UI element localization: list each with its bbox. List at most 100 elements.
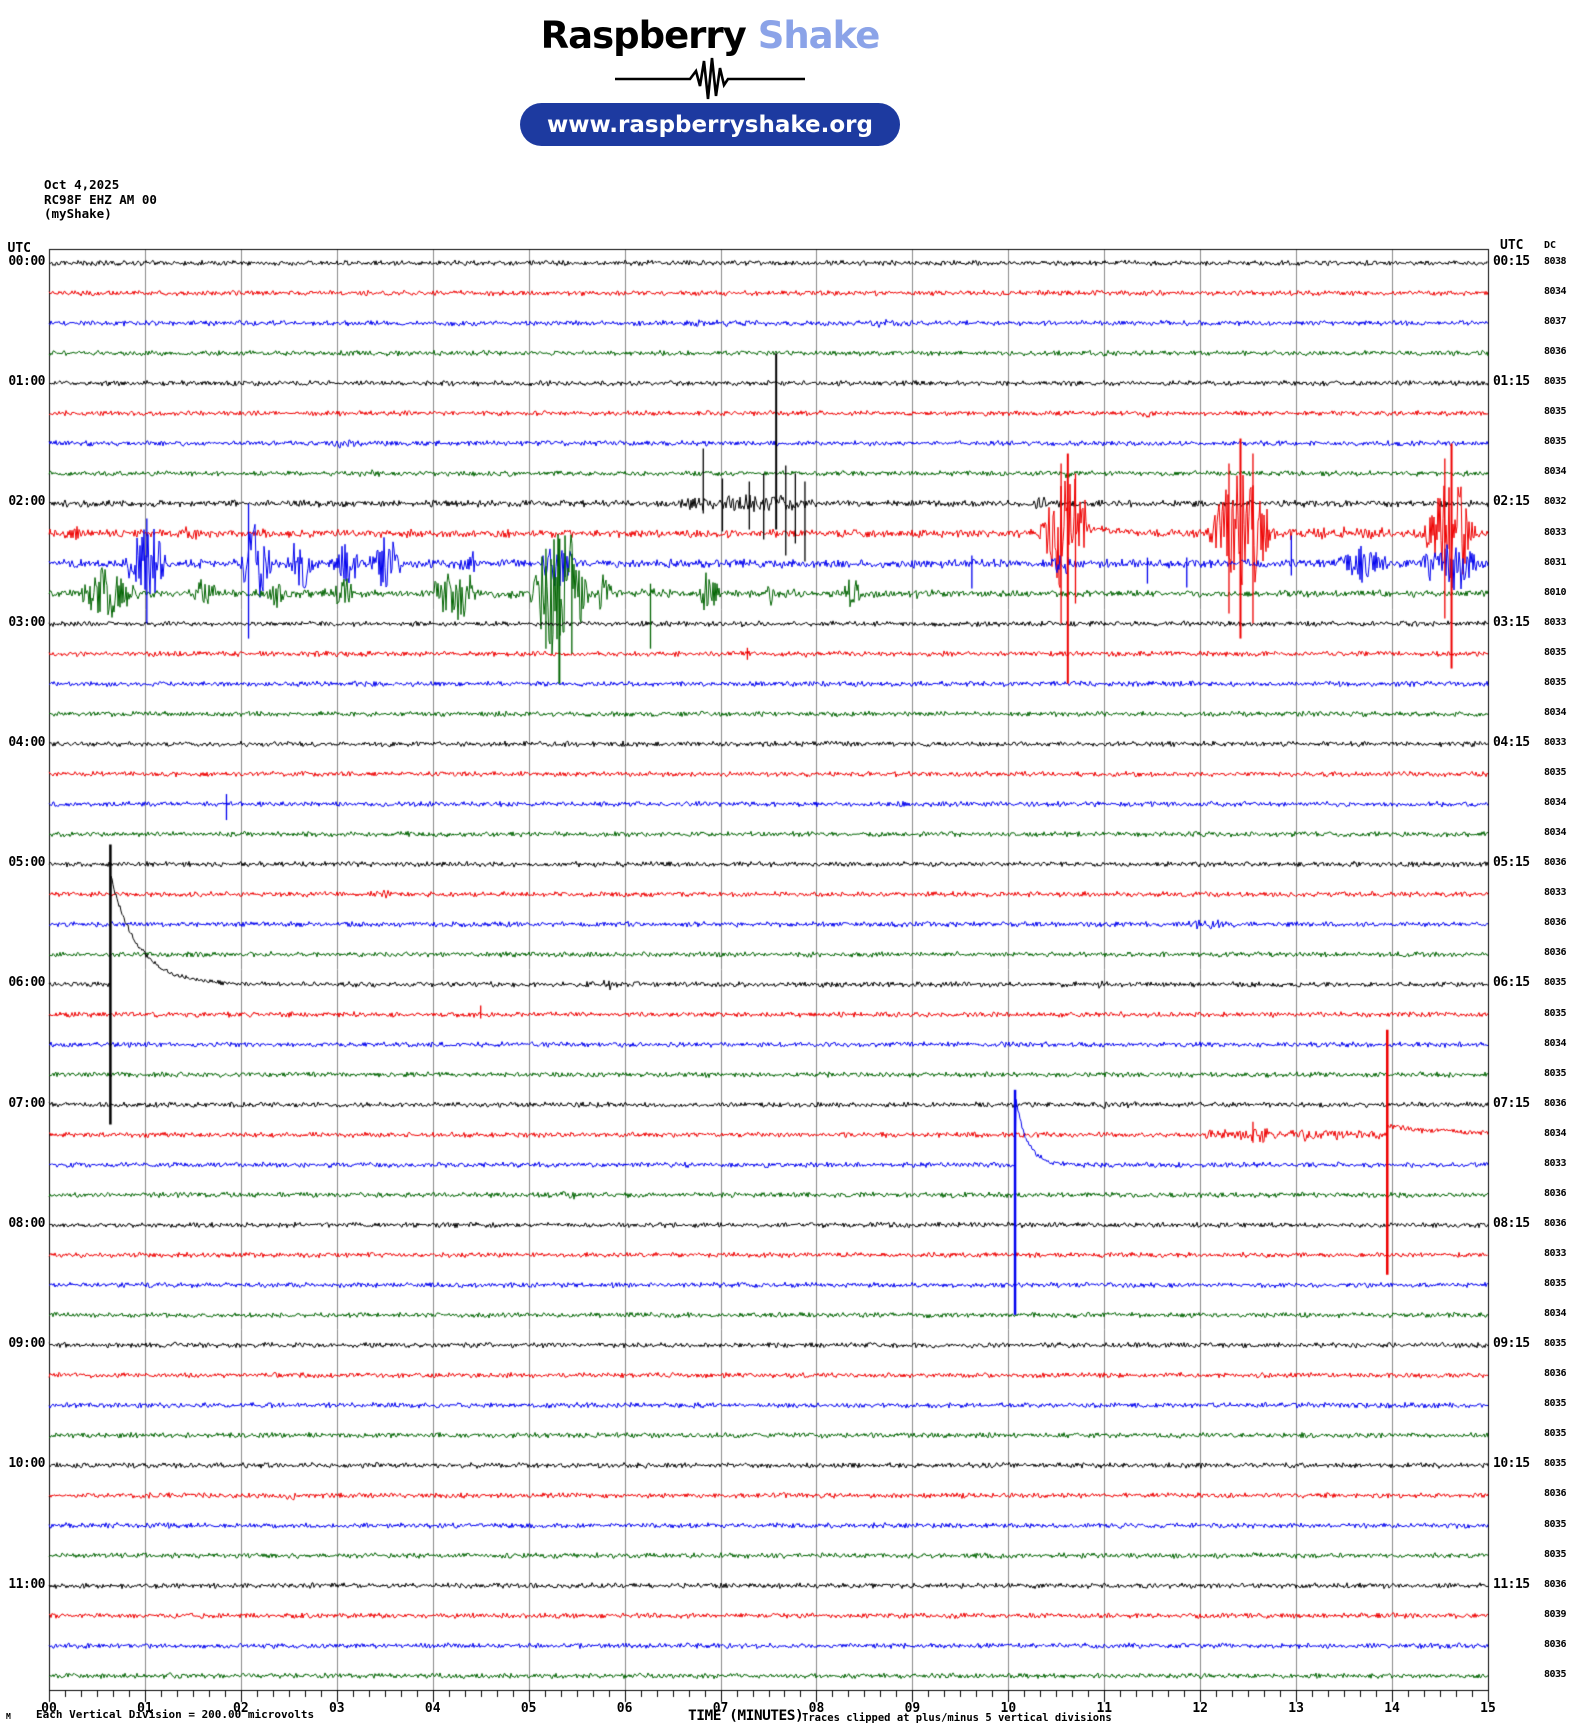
x-axis-tick-label: 11 — [1096, 1701, 1113, 1716]
dc-value: 8034 — [1544, 706, 1567, 718]
dc-value: 8034 — [1544, 286, 1567, 298]
dc-value: 8033 — [1544, 526, 1567, 538]
utc-label-right: UTC — [1500, 238, 1524, 253]
left-time-label: 07:00 — [8, 1095, 45, 1111]
dc-value: 8035 — [1544, 676, 1567, 688]
x-axis-tick-label: 01 — [137, 1701, 153, 1716]
left-time-label: 08:00 — [8, 1215, 45, 1231]
x-axis-tick-label: 14 — [1384, 1701, 1400, 1716]
dc-value: 8035 — [1544, 376, 1567, 388]
station-info: Oct 4,2025 RC98F EHZ AM 00 (myShake) — [44, 177, 157, 222]
dc-value: 8034 — [1544, 1127, 1567, 1139]
x-axis-tick-label: 03 — [328, 1701, 345, 1716]
x-axis-tick-label: 13 — [1288, 1701, 1304, 1716]
dc-value: 8036 — [1544, 1488, 1567, 1500]
left-time-label: 03:00 — [8, 614, 45, 630]
right-time-label: 00:15 — [1493, 254, 1530, 269]
x-axis-tick-label: 15 — [1480, 1701, 1496, 1716]
dc-value: 8036 — [1544, 947, 1567, 959]
dc-value: 8035 — [1544, 1428, 1567, 1440]
x-axis-tick-label: 04 — [424, 1701, 441, 1716]
right-time-label: 02:15 — [1493, 494, 1530, 510]
logo-primary: Raspberry — [540, 14, 747, 57]
dc-value: 8035 — [1544, 406, 1567, 418]
dc-value: 8034 — [1544, 1037, 1567, 1049]
dc-value: 8035 — [1544, 1067, 1567, 1079]
footer-mark: M — [6, 1712, 11, 1721]
vertical-scale-note: Each Vertical Division = 200.00 microvol… — [36, 1708, 315, 1721]
dc-value: 8036 — [1544, 1368, 1567, 1380]
left-time-label: 09:00 — [8, 1336, 45, 1352]
station-id: RC98F EHZ AM 00 — [44, 191, 157, 207]
station-network: (myShake) — [44, 206, 112, 221]
left-time-label: 02:00 — [8, 494, 45, 510]
logo-accent: Shake — [745, 14, 881, 57]
dc-value: 8034 — [1544, 466, 1567, 478]
x-axis-tick-label: 06 — [616, 1701, 633, 1716]
dc-value: 8035 — [1544, 1458, 1567, 1470]
dc-value: 8031 — [1544, 556, 1567, 568]
dc-value: 8034 — [1544, 797, 1567, 809]
right-time-label: 11:15 — [1493, 1576, 1530, 1592]
right-time-label: 01:15 — [1493, 374, 1530, 390]
x-axis-tick-label: 10 — [1000, 1701, 1017, 1716]
dc-value: 8036 — [1544, 917, 1567, 929]
x-axis-tick-label: 08 — [808, 1701, 825, 1716]
x-axis-tick-label: 09 — [904, 1701, 921, 1716]
x-axis-tick-label: 12 — [1192, 1701, 1209, 1716]
dc-value: 8035 — [1544, 1668, 1567, 1680]
dc-value: 8032 — [1544, 496, 1567, 508]
dc-value: 8035 — [1544, 977, 1567, 989]
utc-label-left: UTC — [7, 241, 31, 256]
waveform-icon — [610, 56, 810, 106]
x-axis-tick-label: 02 — [233, 1701, 249, 1716]
left-time-label: 04:00 — [8, 734, 45, 750]
right-time-label: 08:15 — [1493, 1215, 1530, 1231]
right-time-label: 10:15 — [1493, 1456, 1530, 1472]
dc-value: 8035 — [1544, 646, 1567, 658]
dc-value: 8010 — [1544, 586, 1567, 598]
dc-value: 8033 — [1544, 1247, 1567, 1259]
dc-value: 8035 — [1544, 1278, 1567, 1290]
left-time-label: 06:00 — [8, 975, 45, 991]
dc-value: 8033 — [1544, 1157, 1567, 1169]
clip-note: Traces clipped at plus/minus 5 vertical … — [802, 1712, 1112, 1724]
x-axis-tick-label: 07 — [712, 1701, 729, 1716]
left-time-label: 11:00 — [8, 1576, 45, 1592]
station-date: Oct 4,2025 — [44, 177, 120, 192]
dc-value: 8034 — [1544, 1308, 1567, 1320]
right-time-label: 07:15 — [1493, 1095, 1530, 1111]
dc-value: 8036 — [1544, 1578, 1567, 1590]
dc-value: 8036 — [1544, 1638, 1567, 1650]
dc-value: 8035 — [1544, 1007, 1567, 1019]
x-axis-title: TIME (MINUTES) — [688, 1708, 804, 1724]
dc-value: 8036 — [1544, 346, 1567, 358]
right-time-label: 09:15 — [1493, 1336, 1530, 1352]
dc-column-header: DC — [1544, 240, 1557, 251]
x-axis-tick-label: 05 — [520, 1701, 537, 1716]
dc-value: 8033 — [1544, 736, 1567, 748]
dc-value: 8036 — [1544, 1187, 1567, 1199]
dc-value: 8034 — [1544, 827, 1567, 839]
x-axis-tick-label: 00 — [41, 1701, 57, 1716]
left-time-label: 01:00 — [8, 374, 45, 390]
website-link-button[interactable]: www.raspberryshake.org — [520, 103, 900, 146]
dc-value: 8035 — [1544, 1548, 1567, 1560]
right-time-label: 04:15 — [1493, 734, 1530, 750]
dc-value: 8035 — [1544, 1518, 1567, 1530]
dc-value: 8036 — [1544, 857, 1567, 869]
left-time-label: 10:00 — [8, 1456, 45, 1472]
dc-value: 8037 — [1544, 316, 1567, 328]
dc-value: 8035 — [1544, 1338, 1567, 1350]
right-time-label: 05:15 — [1493, 855, 1530, 871]
dc-value: 8035 — [1544, 1398, 1567, 1410]
left-time-label: 05:00 — [8, 855, 45, 871]
left-time-label: 00:00 — [8, 254, 45, 269]
dc-value: 8038 — [1544, 256, 1567, 267]
right-time-label: 06:15 — [1493, 975, 1530, 991]
dc-value: 8036 — [1544, 1097, 1567, 1109]
logo: Raspberry Shake — [540, 14, 881, 57]
dc-value: 8035 — [1544, 436, 1567, 448]
right-time-label: 03:15 — [1493, 614, 1530, 630]
